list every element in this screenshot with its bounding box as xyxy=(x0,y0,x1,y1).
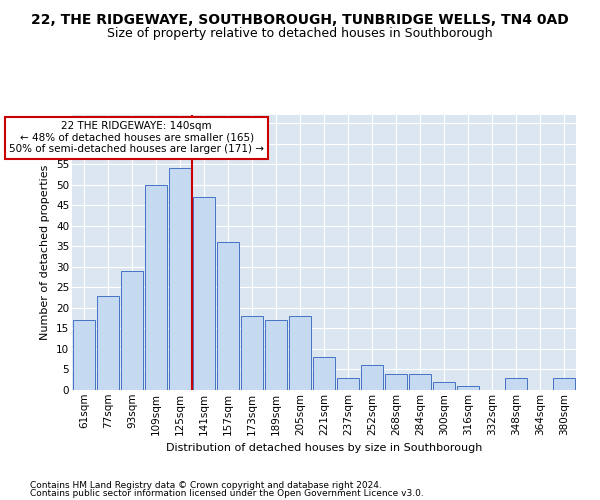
Text: Size of property relative to detached houses in Southborough: Size of property relative to detached ho… xyxy=(107,28,493,40)
Bar xyxy=(313,357,335,390)
Bar xyxy=(289,316,311,390)
Bar xyxy=(361,366,383,390)
Bar xyxy=(505,378,527,390)
Bar xyxy=(73,320,95,390)
X-axis label: Distribution of detached houses by size in Southborough: Distribution of detached houses by size … xyxy=(166,443,482,453)
Bar xyxy=(145,185,167,390)
Text: 22 THE RIDGEWAYE: 140sqm
← 48% of detached houses are smaller (165)
50% of semi-: 22 THE RIDGEWAYE: 140sqm ← 48% of detach… xyxy=(10,121,265,154)
Bar xyxy=(553,378,575,390)
Bar xyxy=(409,374,431,390)
Bar xyxy=(169,168,191,390)
Bar xyxy=(217,242,239,390)
Bar xyxy=(265,320,287,390)
Y-axis label: Number of detached properties: Number of detached properties xyxy=(40,165,50,340)
Text: Contains HM Land Registry data © Crown copyright and database right 2024.: Contains HM Land Registry data © Crown c… xyxy=(30,480,382,490)
Text: 22, THE RIDGEWAYE, SOUTHBOROUGH, TUNBRIDGE WELLS, TN4 0AD: 22, THE RIDGEWAYE, SOUTHBOROUGH, TUNBRID… xyxy=(31,12,569,26)
Bar xyxy=(193,197,215,390)
Bar xyxy=(337,378,359,390)
Bar xyxy=(97,296,119,390)
Bar xyxy=(385,374,407,390)
Text: Contains public sector information licensed under the Open Government Licence v3: Contains public sector information licen… xyxy=(30,489,424,498)
Bar xyxy=(241,316,263,390)
Bar xyxy=(457,386,479,390)
Bar xyxy=(433,382,455,390)
Bar xyxy=(121,271,143,390)
